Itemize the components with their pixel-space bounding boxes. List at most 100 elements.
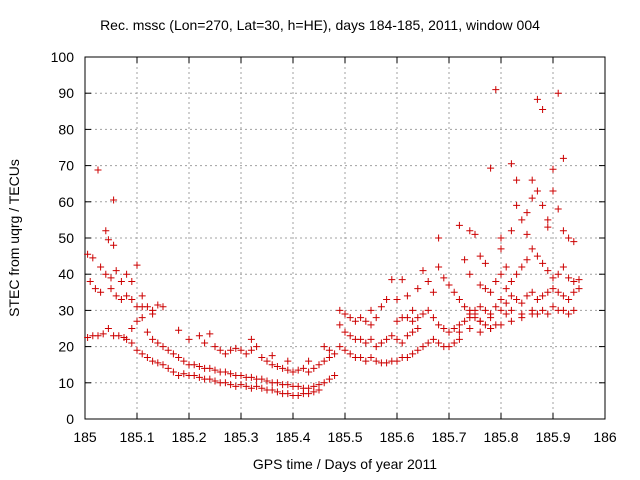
- data-point: [476, 252, 484, 260]
- data-point: [362, 339, 370, 347]
- data-point: [435, 321, 443, 329]
- data-point: [367, 335, 375, 343]
- data-point: [393, 357, 401, 365]
- data-point: [351, 317, 359, 325]
- data-point: [284, 366, 292, 374]
- data-point: [263, 377, 271, 385]
- data-point: [247, 384, 255, 392]
- data-point: [221, 379, 229, 387]
- data-point: [481, 285, 489, 293]
- data-point: [89, 254, 97, 262]
- data-point: [424, 339, 432, 347]
- data-point: [138, 303, 146, 311]
- data-point: [133, 261, 141, 269]
- data-point: [201, 339, 209, 347]
- data-point: [372, 357, 380, 365]
- data-point: [294, 391, 302, 399]
- data-point: [487, 314, 495, 322]
- data-point: [419, 343, 427, 351]
- data-point: [268, 352, 276, 360]
- axis-ticks: 185 185.1 185.2 185.3 185.4 185.5 185.6 185.7 18…: [51, 49, 617, 445]
- data-point: [232, 382, 240, 390]
- data-point: [367, 306, 375, 314]
- data-point: [476, 303, 484, 311]
- data-point: [128, 339, 136, 347]
- data-point: [554, 89, 562, 97]
- data-point: [325, 346, 333, 354]
- data-point: [414, 285, 422, 293]
- data-point: [518, 299, 526, 307]
- data-point: [549, 274, 557, 282]
- data-point: [492, 86, 500, 94]
- data-point: [258, 384, 266, 392]
- data-point: [175, 353, 183, 361]
- data-point: [232, 344, 240, 352]
- data-points: [84, 86, 583, 399]
- data-point: [455, 328, 463, 336]
- data-point: [533, 187, 541, 195]
- data-point: [206, 364, 214, 372]
- data-point: [575, 276, 583, 284]
- data-point: [403, 314, 411, 322]
- data-point: [310, 364, 318, 372]
- data-point: [554, 270, 562, 278]
- data-point: [383, 296, 391, 304]
- data-point: [117, 296, 125, 304]
- data-point: [128, 325, 136, 332]
- data-point: [91, 285, 99, 293]
- data-point: [502, 263, 510, 271]
- data-point: [492, 303, 500, 311]
- data-point: [128, 277, 136, 285]
- data-point: [539, 306, 547, 314]
- data-point: [549, 165, 557, 173]
- data-point: [549, 303, 557, 311]
- data-point: [143, 328, 151, 336]
- data-point: [539, 292, 547, 300]
- y-tick-label: 80: [58, 121, 74, 137]
- x-tick-label: 185.3: [223, 429, 258, 445]
- data-point: [279, 364, 287, 372]
- y-tick-label: 30: [58, 302, 74, 318]
- data-point: [299, 364, 307, 372]
- data-point: [414, 314, 422, 322]
- data-point: [559, 227, 567, 235]
- data-point: [471, 230, 479, 238]
- data-point: [211, 343, 219, 351]
- data-point: [414, 325, 422, 332]
- data-point: [273, 363, 281, 371]
- data-point: [419, 267, 427, 275]
- data-point: [227, 381, 235, 389]
- data-point: [409, 317, 417, 325]
- data-point: [377, 303, 385, 311]
- data-point: [565, 234, 573, 242]
- data-point: [247, 335, 255, 343]
- data-point: [544, 310, 552, 318]
- data-point: [507, 292, 515, 300]
- data-point: [84, 250, 92, 258]
- data-point: [159, 361, 167, 369]
- data-point: [398, 276, 406, 284]
- data-point: [362, 317, 370, 325]
- data-point: [180, 357, 188, 365]
- data-point: [455, 335, 463, 343]
- data-point: [445, 328, 453, 336]
- data-point: [97, 288, 105, 296]
- data-point: [325, 375, 333, 383]
- data-point: [528, 194, 536, 202]
- data-point: [346, 314, 354, 322]
- data-point: [466, 325, 474, 332]
- data-point: [346, 350, 354, 358]
- data-point: [294, 382, 302, 390]
- data-point: [253, 343, 261, 351]
- data-point: [409, 306, 417, 314]
- x-tick-label: 185.2: [171, 429, 206, 445]
- data-point: [450, 339, 458, 347]
- data-point: [544, 288, 552, 296]
- data-point: [507, 306, 515, 314]
- data-point: [107, 274, 115, 282]
- data-point: [112, 292, 120, 300]
- data-point: [273, 379, 281, 387]
- data-point: [336, 343, 344, 351]
- data-point: [154, 301, 162, 309]
- data-point: [523, 292, 531, 300]
